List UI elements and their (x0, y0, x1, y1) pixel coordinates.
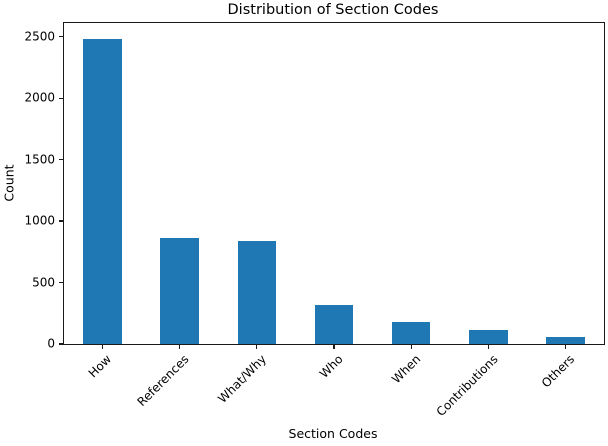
chart-title: Distribution of Section Codes (227, 2, 439, 18)
bar-how (83, 39, 122, 344)
x-tick-label: Who (317, 352, 346, 381)
y-tick-label: 1000 (24, 213, 55, 228)
y-tick-mark (59, 36, 64, 38)
y-tick-label: 500 (32, 275, 55, 290)
bar-others (546, 336, 585, 344)
x-tick-label: References (134, 352, 192, 410)
x-tick-mark (179, 344, 181, 349)
x-tick-label: How (86, 352, 115, 381)
bar-who (314, 304, 354, 344)
y-tick-label: 1500 (24, 152, 55, 167)
x-tick-mark (410, 344, 412, 349)
y-axis-label: Count (1, 164, 17, 202)
bar-what-why (237, 241, 277, 344)
x-tick-label: Others (538, 352, 578, 391)
bar-references (160, 237, 199, 344)
bar-when (391, 322, 431, 344)
x-tick-mark (256, 344, 258, 349)
y-tick-mark (59, 220, 64, 222)
plot-area: 0 500 1000 1500 2000 2500 How References What/Wh… (24, 22, 605, 419)
x-tick-mark (101, 344, 104, 349)
x-tick-mark (487, 344, 489, 349)
x-tick-label: When (388, 352, 424, 387)
x-tick-mark (564, 344, 567, 349)
x-tick-label: What/Why (214, 352, 269, 406)
x-axis-label: Section Codes (288, 426, 378, 441)
y-tick-label: 2000 (24, 90, 55, 105)
y-tick-mark (59, 343, 64, 345)
y-tick-mark (59, 97, 64, 99)
bar-contributions (469, 330, 508, 344)
y-tick-label: 2500 (24, 29, 55, 44)
y-tick-mark (59, 281, 64, 284)
y-tick-mark (59, 158, 64, 161)
y-tick-label: 0 (47, 336, 55, 351)
x-tick-label: Contributions (433, 352, 501, 420)
x-tick-mark (333, 344, 335, 349)
